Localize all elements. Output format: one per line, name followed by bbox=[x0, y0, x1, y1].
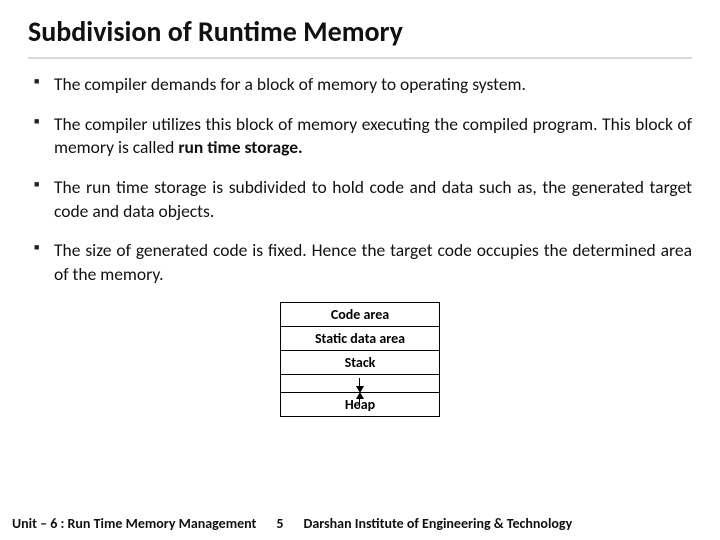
bullet-1: The compiler demands for a block of memo… bbox=[34, 73, 692, 97]
diagram-row-stack: Stack bbox=[281, 351, 439, 375]
slide: Subdivision of Runtime Memory The compil… bbox=[0, 0, 720, 540]
footer: Unit – 6 : Run Time Memory Management 5 … bbox=[0, 515, 720, 532]
bullet-4: The size of generated code is fixed. Hen… bbox=[34, 239, 692, 286]
arrow-up-icon bbox=[356, 392, 364, 399]
page-title: Subdivision of Runtime Memory bbox=[28, 14, 692, 59]
footer-page-number: 5 bbox=[276, 515, 283, 532]
footer-institute: Darshan Institute of Engineering & Techn… bbox=[304, 515, 708, 532]
diagram-row-code: Code area bbox=[281, 303, 439, 327]
diagram-row-heap: Heap bbox=[281, 393, 439, 416]
bullet-list: The compiler demands for a block of memo… bbox=[28, 73, 692, 286]
diagram-gap bbox=[281, 375, 439, 393]
footer-unit: Unit – 6 : Run Time Memory Management bbox=[12, 515, 256, 532]
bullet-2: The compiler utilizes this block of memo… bbox=[34, 113, 692, 160]
bullet-2-text: The compiler utilizes this block of memo… bbox=[54, 113, 692, 159]
diagram-row-static: Static data area bbox=[281, 327, 439, 351]
bullet-3: The run time storage is subdivided to ho… bbox=[34, 176, 692, 223]
bullet-2-bold: run time storage. bbox=[178, 136, 302, 158]
memory-diagram: Code area Static data area Stack Heap bbox=[280, 302, 440, 417]
